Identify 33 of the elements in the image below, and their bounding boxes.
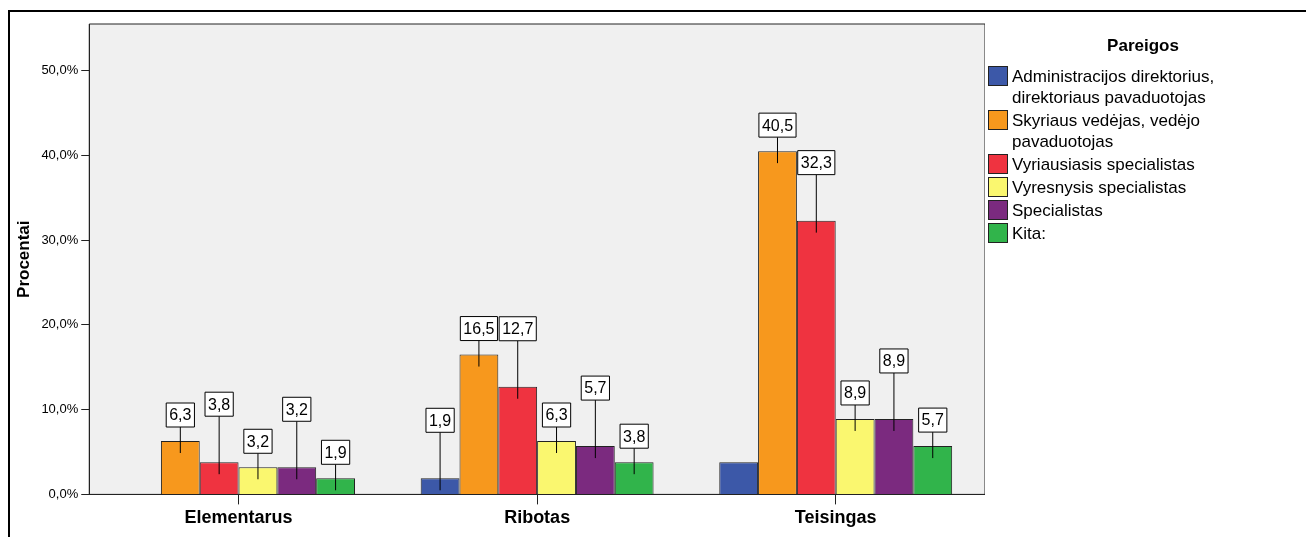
- y-axis-title: Procentai: [13, 220, 33, 298]
- data-label: 40,5: [761, 116, 794, 134]
- legend-label: Kita:: [1012, 223, 1047, 244]
- data-label: 16,5: [463, 319, 495, 337]
- data-label: 3,2: [285, 400, 308, 418]
- data-label: 3,2: [246, 432, 270, 450]
- data-label: 5,7: [584, 379, 607, 397]
- data-label: 6,3: [169, 406, 192, 424]
- y-tick-label: 30,0%: [41, 231, 79, 247]
- legend-title: Pareigos: [1106, 36, 1180, 56]
- legend-label: Administracijos direktorius, direktoriaus pavaduotojas: [1012, 66, 1216, 108]
- x-tick-label: Teisingas: [794, 507, 877, 528]
- data-label: 32,3: [800, 154, 832, 172]
- legend-label: Skyriaus vedėjas, vedėjo pavaduotojas: [1012, 110, 1202, 152]
- x-tick-label: Ribotas: [504, 507, 571, 528]
- y-tick-label: 40,0%: [41, 146, 79, 162]
- data-label: 1,9: [324, 443, 347, 461]
- data-label: 3,8: [208, 395, 231, 413]
- data-label: 3,8: [623, 427, 646, 445]
- data-label: 12,7: [502, 320, 534, 338]
- y-tick-label: 50,0%: [41, 62, 79, 78]
- legend-label: Vyriausiasis specialistas: [1012, 154, 1195, 175]
- y-tick-label: 0,0%: [48, 485, 79, 501]
- data-label: 8,9: [843, 384, 867, 402]
- y-tick-label: 10,0%: [41, 401, 79, 417]
- data-label: 6,3: [545, 406, 568, 424]
- data-label: 1,9: [428, 411, 452, 429]
- data-label: 8,9: [882, 352, 906, 370]
- legend-label: Vyresnysis specialistas: [1012, 177, 1187, 198]
- legend-label: Specialistas: [1012, 200, 1103, 221]
- y-tick-label: 20,0%: [41, 316, 79, 332]
- x-tick-label: Elementarus: [184, 507, 293, 528]
- data-label: 5,7: [921, 411, 944, 429]
